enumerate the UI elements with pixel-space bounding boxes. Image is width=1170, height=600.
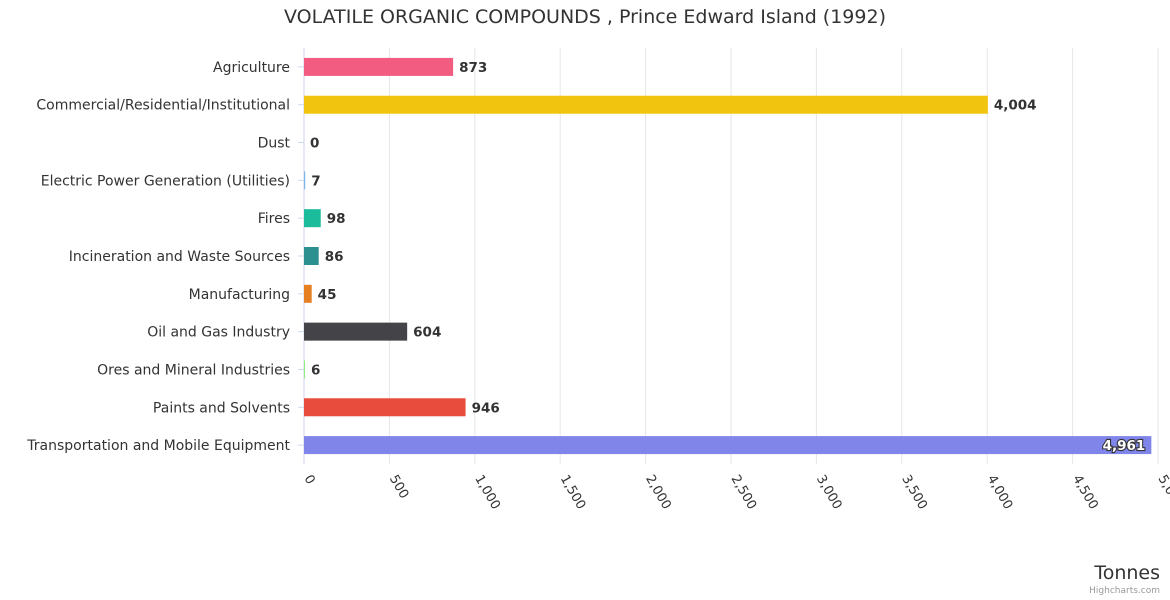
bar-1[interactable] [304,95,988,114]
data-label-2: 0 [310,136,319,152]
bar-5[interactable] [304,247,319,265]
bar-9[interactable] [304,398,466,417]
x-tick-label-8: 4,000 [984,473,1016,513]
bar-10[interactable] [304,436,1152,455]
bar-3[interactable] [304,171,306,190]
x-tick-labels: 0 500 1,000 1,500 2,000 2,500 3,000 3,500 4,000 4… [301,473,1170,513]
x-tick-label-3: 1,500 [557,473,589,513]
data-label-9: 946 [472,400,500,416]
x-tick-label-1: 500 [386,473,411,502]
x-tick-label-10: 5,000 [1155,473,1170,513]
data-label-6: 45 [318,287,337,303]
x-axis-title: Tonnes [1094,562,1160,584]
bar-8[interactable] [304,360,306,379]
bar-0[interactable] [304,57,454,76]
x-tick-label-7: 3,500 [898,473,930,513]
category-label-4: Fires [258,211,290,227]
data-label-1: 4,004 [994,98,1037,114]
category-label-10: Transportation and Mobile Equipment [26,438,290,454]
category-label-9: Paints and Solvents [153,400,290,416]
x-tick-label-2: 1,000 [471,473,503,513]
data-labels: 873 4,004 0 7 98 86 45 604 6 946 4,961 [310,60,1146,455]
data-label-0: 873 [459,60,487,76]
data-label-8: 6 [311,362,320,378]
bar-7[interactable] [304,322,408,341]
category-label-3: Electric Power Generation (Utilities) [41,173,290,189]
data-label-7: 604 [413,325,441,341]
data-label-4: 98 [327,211,346,227]
bar-4[interactable] [304,209,321,228]
data-label-10: 4,961 [1103,438,1146,454]
x-tick-label-9: 4,500 [1069,473,1101,513]
x-tick-label-4: 2,000 [642,473,674,513]
grid-lines [298,48,1159,464]
x-tick-label-6: 3,000 [813,473,845,513]
bar-6[interactable] [304,284,312,303]
category-label-6: Manufacturing [189,287,290,303]
category-label-1: Commercial/Residential/Institutional [36,98,290,114]
x-tick-label-0: 0 [301,473,318,488]
category-labels: Agriculture Commercial/Residential/Instit… [26,60,290,454]
chart-title: VOLATILE ORGANIC COMPOUNDS , Prince Edwa… [284,6,886,28]
x-tick-label-5: 2,500 [728,473,760,513]
category-label-7: Oil and Gas Industry [147,325,290,341]
credits-link[interactable]: Highcharts.com [1089,586,1160,596]
category-label-0: Agriculture [213,60,290,76]
category-label-8: Ores and Mineral Industries [97,362,290,378]
bars [304,57,1152,455]
data-label-3: 7 [311,173,320,189]
category-label-2: Dust [258,136,291,152]
data-label-5: 86 [325,249,344,265]
category-label-5: Incineration and Waste Sources [69,249,290,265]
